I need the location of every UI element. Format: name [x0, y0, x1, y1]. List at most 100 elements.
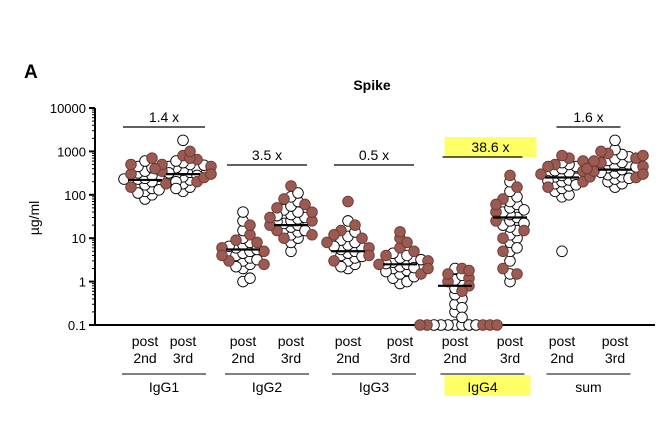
category-label-line2: 3rd — [281, 350, 301, 366]
fold-change-label: 38.6 x — [471, 139, 509, 155]
data-point-filled — [588, 155, 600, 167]
data-point-filled — [511, 181, 523, 193]
data-point-filled — [230, 234, 242, 246]
fold-change-label: 3.5 x — [252, 147, 282, 163]
data-point-filled — [422, 262, 434, 275]
data-point-filled — [518, 224, 530, 237]
data-point-filled — [542, 181, 554, 193]
data-point-filled — [595, 145, 607, 158]
fold-change-label: 1.6 x — [573, 109, 603, 125]
data-point-filled — [535, 168, 547, 180]
category-label-line1: post — [442, 333, 469, 349]
group-label: IgG2 — [252, 379, 283, 395]
data-point-open — [177, 134, 189, 147]
data-point-open — [170, 182, 182, 195]
group-label: IgG3 — [359, 379, 390, 395]
data-point-filled — [456, 285, 468, 297]
category-label-line1: post — [278, 333, 305, 349]
data-point-filled — [278, 232, 290, 244]
category-label-line2: 2nd — [133, 350, 156, 366]
category-label-line2: 3rd — [173, 350, 193, 366]
data-point-filled — [328, 255, 340, 267]
y-tick-label: 10000 — [50, 101, 86, 116]
group-label: IgG1 — [149, 379, 180, 395]
data-point-filled — [216, 249, 228, 262]
data-point-filled — [306, 206, 318, 218]
data-point-open — [556, 245, 568, 258]
data-point-open — [511, 242, 523, 254]
data-point-filled — [356, 232, 368, 244]
data-point-filled — [637, 149, 649, 162]
data-point-filled — [146, 152, 158, 164]
data-point-filled — [442, 268, 454, 280]
data-point-filled — [414, 319, 426, 331]
y-tick-label: 1000 — [57, 144, 86, 159]
data-point-filled — [278, 193, 290, 205]
group-label: IgG4 — [467, 379, 498, 395]
group-label: sum — [575, 379, 601, 395]
data-point-filled — [125, 168, 137, 180]
data-point-filled — [184, 145, 196, 158]
category-label-line1: post — [230, 333, 257, 349]
data-point-filled — [491, 319, 503, 331]
data-point-filled — [264, 211, 276, 224]
data-point-filled — [349, 219, 361, 231]
data-point-open — [244, 272, 256, 284]
data-point-filled — [401, 236, 413, 249]
y-tick-label: 10 — [72, 231, 86, 246]
data-point-filled — [497, 262, 509, 275]
highlight-layer — [444, 137, 537, 396]
data-point-open — [456, 301, 468, 314]
fold-change-label: 0.5 x — [359, 147, 389, 163]
category-label-line2: 2nd — [336, 350, 359, 366]
category-label-line2: 2nd — [231, 350, 254, 366]
data-point-filled — [125, 181, 137, 193]
data-point-filled — [125, 158, 137, 171]
data-point-filled — [306, 229, 318, 241]
data-point-filled — [497, 245, 509, 258]
category-label-line2: 2nd — [443, 350, 466, 366]
data-point-filled — [160, 177, 172, 190]
x-axis-labels: IgG1post2ndpost3rdIgG2post2ndpost3rdIgG3… — [122, 333, 631, 395]
data-point-filled — [490, 198, 502, 211]
category-label-line2: 2nd — [550, 350, 573, 366]
data-point-filled — [363, 249, 375, 262]
data-point-filled — [244, 219, 256, 231]
category-label-line1: post — [497, 333, 524, 349]
data-point-filled — [258, 258, 270, 271]
data-point-filled — [463, 264, 475, 277]
y-tick-label: 0.1 — [68, 318, 86, 333]
data-point-filled — [380, 249, 392, 262]
data-point-filled — [542, 160, 554, 173]
fold-change-brackets: 1.4 x 3.5 x 0.5 x 38.6 x 1.6 x — [123, 109, 621, 166]
data-point-filled — [205, 168, 217, 180]
data-point-filled — [321, 236, 333, 249]
data-point-open — [609, 134, 621, 147]
data-point-filled — [244, 229, 256, 241]
data-point-open — [456, 311, 468, 324]
category-label-line1: post — [549, 333, 576, 349]
category-label-line1: post — [132, 333, 159, 349]
category-label-line2: 3rd — [390, 350, 410, 366]
y-tick-label: 100 — [64, 188, 86, 203]
fold-change-highlight — [444, 137, 537, 157]
category-label-line1: post — [170, 333, 197, 349]
category-label-line1: post — [335, 333, 362, 349]
data-point-filled — [251, 236, 263, 249]
y-axis-label: µg/ml — [26, 201, 42, 236]
data-point-filled — [258, 245, 270, 258]
data-point-filled — [581, 162, 593, 175]
fold-change-label: 1.4 x — [149, 109, 179, 125]
data-point-filled — [511, 268, 523, 280]
data-points — [118, 134, 649, 331]
data-point-filled — [637, 168, 649, 180]
panel-letter: A — [24, 62, 38, 83]
group-label-highlight — [444, 375, 531, 396]
data-point-filled — [328, 229, 340, 241]
data-point-filled — [408, 245, 420, 258]
data-point-filled — [504, 169, 516, 182]
data-point-filled — [394, 226, 406, 238]
data-point-open — [237, 206, 249, 218]
y-tick-label: 1 — [79, 275, 86, 290]
